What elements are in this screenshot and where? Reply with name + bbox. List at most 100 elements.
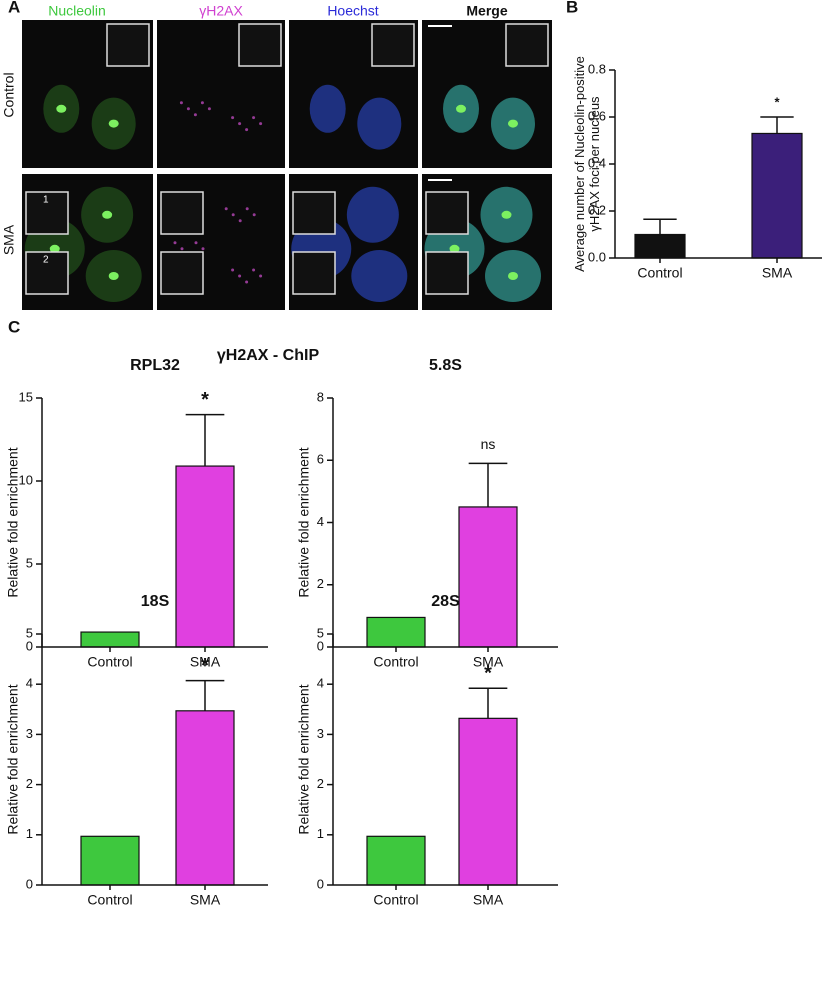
nucleolus [56, 104, 67, 113]
y-axis-label: Relative fold enrichment [5, 684, 21, 834]
y-tick-label: 1 [317, 826, 324, 841]
y-tick-label: 0.2 [588, 202, 606, 217]
foci [231, 116, 235, 120]
y-tick-label: 2 [317, 576, 324, 591]
inset-label: 2 [43, 255, 49, 266]
foci [200, 101, 204, 105]
nucleolus [108, 272, 119, 280]
inset [25, 191, 69, 235]
chart-title: 28S [431, 593, 460, 610]
bar [80, 835, 140, 886]
y-axis-label: γH2AX foci per nucleus [587, 96, 602, 232]
significance: * [774, 94, 780, 109]
inset [160, 251, 204, 295]
y-tick-label: 3 [317, 726, 324, 741]
x-tick-label: SMA [473, 892, 504, 908]
nucleolus [449, 244, 460, 253]
y-tick-label: 8 [317, 389, 324, 404]
foci [238, 122, 242, 126]
y-tick-label: 0.6 [588, 108, 606, 123]
foci [245, 128, 249, 132]
x-tick-label: Control [87, 654, 132, 670]
x-tick-label: Control [87, 892, 132, 908]
y-axis-label: Relative fold enrichment [296, 684, 312, 834]
y-tick-label: 6 [317, 452, 324, 467]
inset [160, 191, 204, 235]
y-tick-label: 2 [26, 776, 33, 791]
y-tick-label: 5 [26, 625, 33, 640]
inset [106, 23, 150, 67]
significance: ns [481, 436, 496, 452]
foci [252, 268, 256, 272]
foci [259, 274, 263, 278]
x-tick-label: SMA [190, 654, 221, 670]
inset [292, 251, 336, 295]
y-tick-label: 0.4 [588, 155, 606, 170]
row-label: SMA [1, 224, 17, 255]
y-axis-label: Relative fold enrichment [296, 447, 312, 597]
column-title: Nucleolin [48, 3, 106, 19]
chart-title: 18S [141, 593, 170, 610]
nucleus [357, 97, 402, 150]
panel-label: C [8, 317, 20, 336]
foci [201, 247, 205, 251]
foci [179, 101, 183, 105]
y-tick-label: 4 [317, 514, 324, 529]
nucleolus [102, 210, 113, 219]
inset [505, 23, 549, 67]
significance: * [201, 389, 209, 411]
chip-title: γH2AX - ChIP [217, 347, 320, 364]
x-tick-label: Control [637, 265, 682, 281]
inset [425, 251, 469, 295]
y-tick-label: 5 [317, 625, 324, 640]
significance: * [484, 662, 492, 684]
foci [193, 113, 197, 117]
bar [751, 132, 803, 259]
bar [458, 506, 518, 648]
y-tick-label: 0 [26, 876, 33, 891]
chart-title: 5.8S [429, 357, 462, 374]
inset-label: 1 [43, 195, 49, 206]
column-title: Hoechst [327, 3, 378, 19]
nucleolus [508, 119, 518, 128]
significance: * [201, 655, 209, 677]
nucleolus [108, 119, 119, 128]
y-tick-label: 5 [26, 555, 33, 570]
y-tick-label: 15 [19, 389, 33, 404]
nucleus [309, 84, 346, 133]
foci [238, 219, 242, 223]
panel-label: A [8, 0, 20, 16]
bar [175, 710, 235, 886]
y-tick-label: 0 [317, 638, 324, 653]
inset [238, 23, 282, 67]
bar [366, 835, 426, 886]
foci [245, 207, 249, 211]
y-tick-label: 0 [26, 638, 33, 653]
foci [259, 122, 263, 126]
foci [186, 107, 190, 111]
nucleolus [49, 244, 60, 253]
foci [238, 274, 242, 278]
foci [224, 207, 228, 211]
bar [80, 631, 140, 648]
foci [245, 280, 249, 284]
column-title: Merge [466, 3, 507, 19]
chart-title: RPL32 [130, 357, 180, 374]
inset [292, 191, 336, 235]
y-axis-label: Average number of Nucleolin-positive [572, 56, 587, 272]
inset [25, 251, 69, 295]
nucleolus [501, 210, 512, 219]
x-tick-label: Control [373, 892, 418, 908]
x-tick-label: Control [373, 654, 418, 670]
y-tick-label: 0 [317, 876, 324, 891]
bar [175, 465, 235, 648]
foci [207, 107, 211, 111]
bar [458, 717, 518, 886]
foci [252, 213, 256, 217]
inset [371, 23, 415, 67]
x-tick-label: SMA [190, 892, 221, 908]
bar [366, 616, 426, 648]
x-tick-label: SMA [473, 654, 504, 670]
